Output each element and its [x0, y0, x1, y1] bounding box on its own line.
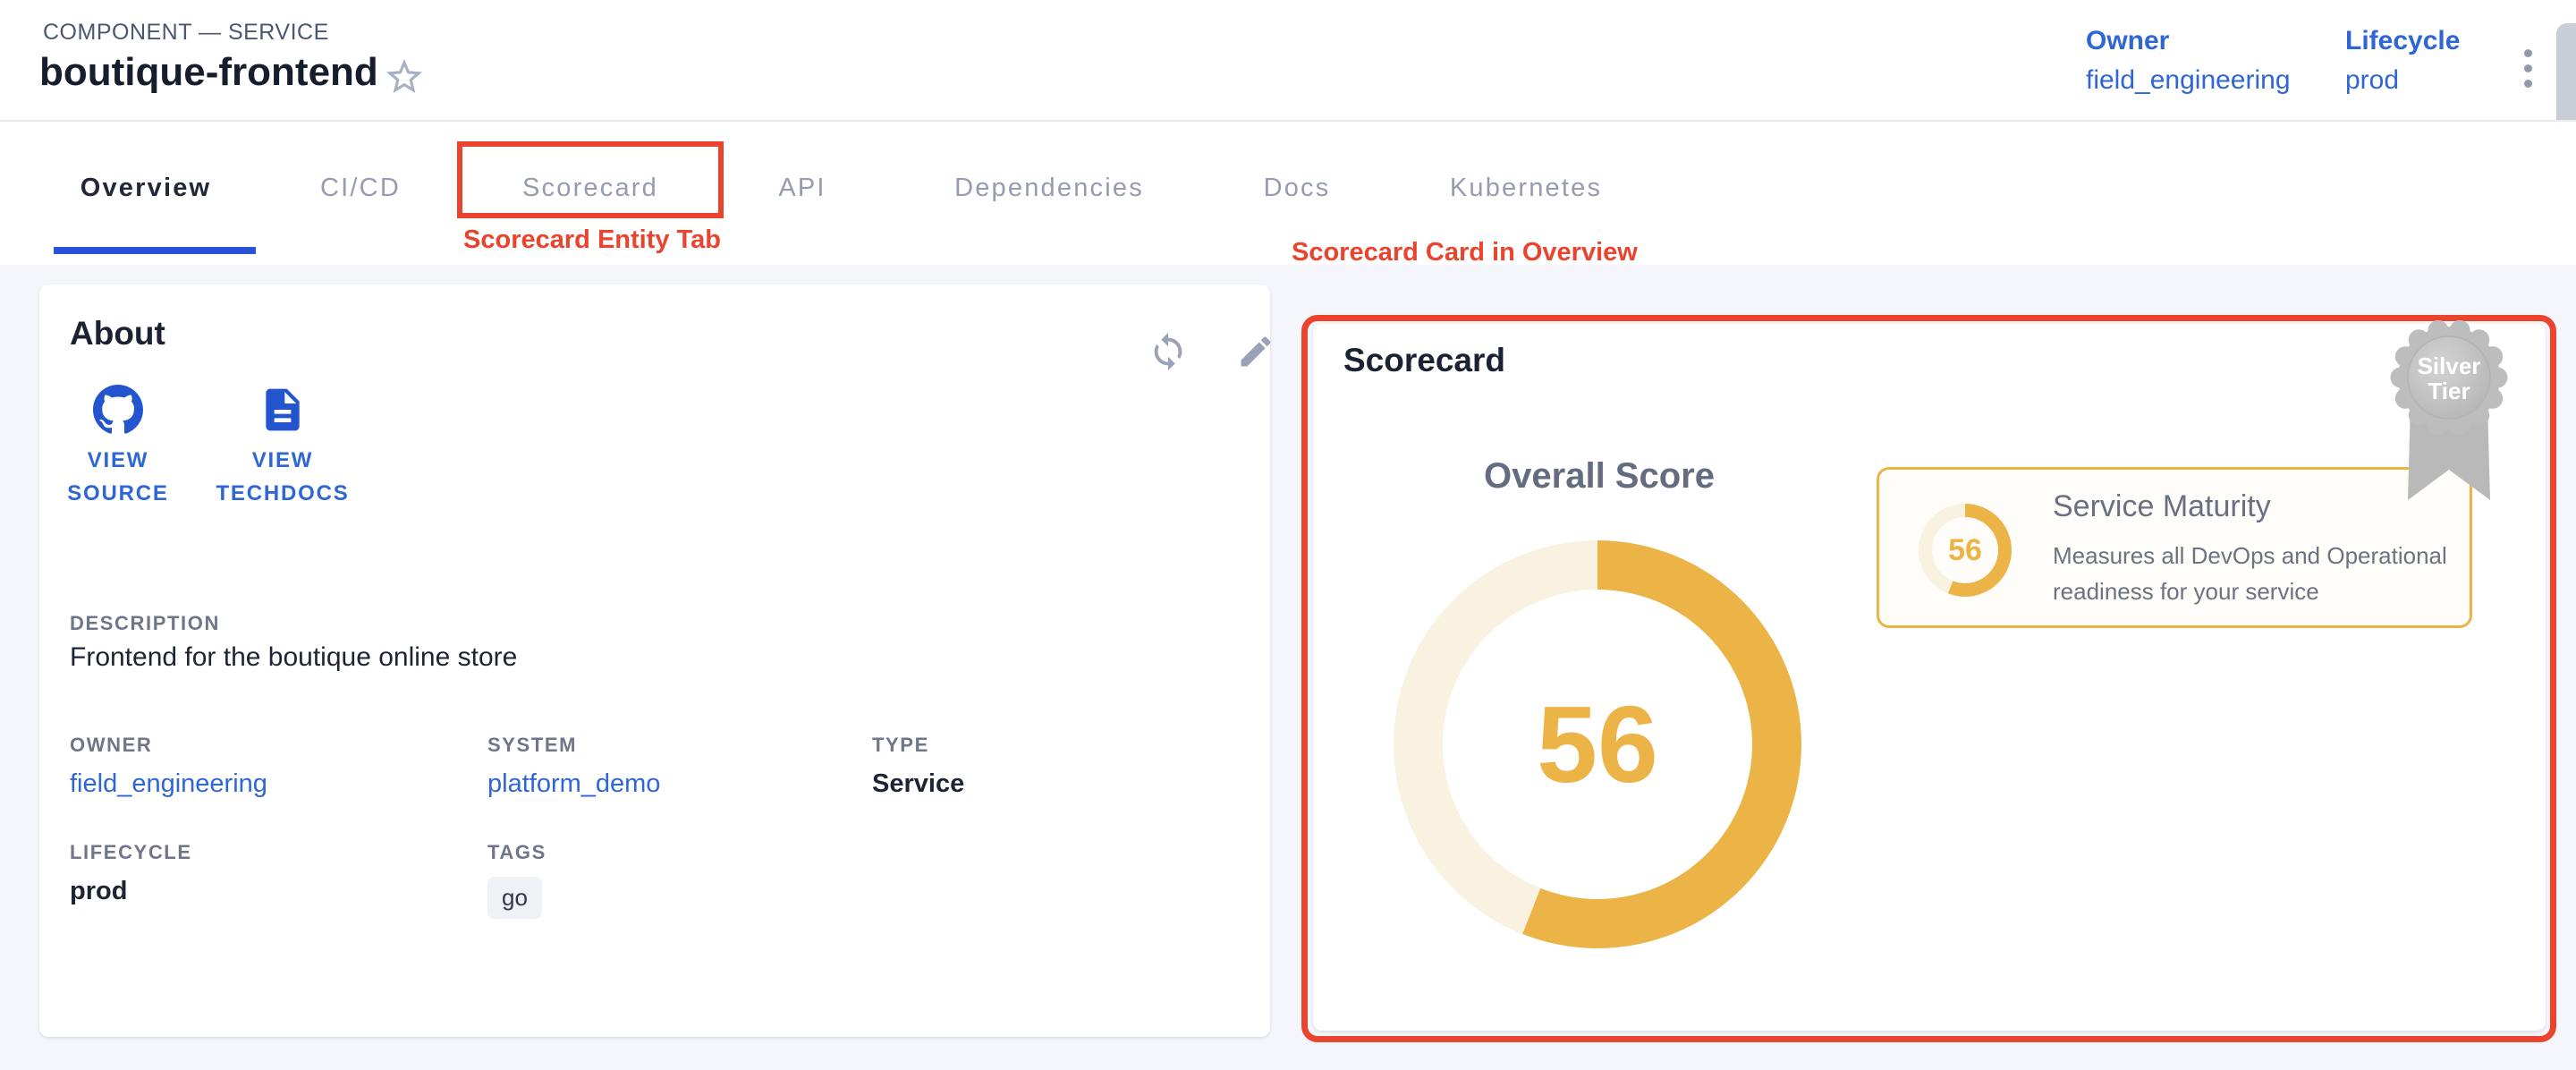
- page-title: boutique-frontend: [39, 50, 378, 94]
- favorite-star-button[interactable]: [383, 55, 426, 98]
- field-type: TYPE Service: [872, 734, 965, 798]
- scorecard-card-title: Scorecard: [1343, 342, 1505, 378]
- tab-docs[interactable]: Docs: [1263, 174, 1331, 202]
- badge-tier-line2: Tier: [2428, 378, 2470, 404]
- service-maturity-title: Service Maturity: [2053, 489, 2271, 523]
- github-icon: [93, 385, 143, 434]
- description-value: Frontend for the boutique online store: [70, 642, 518, 672]
- lifecycle-value-text: prod: [70, 877, 128, 905]
- tab-overview[interactable]: Overview: [80, 174, 212, 202]
- service-maturity-gauge: 56: [1919, 504, 2012, 597]
- breadcrumb: COMPONENT — SERVICE: [43, 20, 329, 45]
- edit-button[interactable]: [1234, 331, 1277, 374]
- type-value: Service: [872, 769, 965, 798]
- field-system: SYSTEM platform_demo: [487, 734, 661, 798]
- owner-label: Owner: [2086, 26, 2170, 55]
- tab-dependencies[interactable]: Dependencies: [954, 174, 1144, 202]
- lifecycle-value: prod: [2345, 65, 2400, 95]
- active-tab-indicator: [54, 247, 256, 254]
- field-tags: TAGS go: [487, 841, 547, 919]
- header-owner: Owner field_engineering: [2086, 21, 2291, 100]
- description-label: DESCRIPTION: [70, 612, 220, 634]
- refresh-button[interactable]: [1147, 331, 1190, 374]
- badge-tier-line1: Silver: [2418, 352, 2481, 379]
- lifecycle-label: Lifecycle: [2345, 26, 2461, 55]
- overall-score-value: 56: [1537, 684, 1658, 805]
- service-maturity-value: 56: [1948, 532, 1982, 567]
- view-source-label: VIEW SOURCE: [67, 448, 169, 505]
- field-lifecycle: LIFECYCLE prod: [70, 841, 192, 905]
- service-maturity-description: Measures all DevOps and Operational read…: [2053, 542, 2447, 605]
- overall-score-label: Overall Score: [1484, 456, 1715, 496]
- header-lifecycle: Lifecycle prod: [2345, 21, 2460, 100]
- scorecard-card: Scorecard Overall Score 56 56 Service Ma…: [1313, 319, 2546, 1031]
- more-options-button[interactable]: [2510, 39, 2546, 97]
- owner-value-link[interactable]: field_engineering: [70, 769, 267, 798]
- entity-tabs: Overview CI/CD Scorecard API Dependencie…: [0, 120, 2576, 265]
- system-value-link[interactable]: platform_demo: [487, 769, 661, 798]
- document-icon: [266, 388, 300, 431]
- field-owner: OWNER field_engineering: [70, 734, 267, 798]
- service-maturity-card[interactable]: 56 Service Maturity Measures all DevOps …: [1877, 467, 2472, 628]
- tab-cicd[interactable]: CI/CD: [320, 174, 401, 202]
- sync-icon: [1154, 332, 1182, 371]
- view-techdocs-label: VIEW TECHDOCS: [216, 448, 350, 505]
- page-header: COMPONENT — SERVICE boutique-frontend Ow…: [0, 0, 2576, 234]
- annotation-label-scorecard-tab: Scorecard Entity Tab: [463, 225, 721, 254]
- medal-face: [2407, 335, 2491, 420]
- star-icon: [386, 59, 422, 93]
- tab-scorecard[interactable]: Scorecard: [522, 174, 658, 202]
- overall-score-gauge: 56: [1394, 540, 1801, 948]
- tab-api[interactable]: API: [778, 174, 826, 202]
- view-source-link[interactable]: VIEW SOURCE: [57, 385, 179, 510]
- view-techdocs-link[interactable]: VIEW TECHDOCS: [204, 385, 361, 510]
- about-card-title: About: [70, 315, 165, 352]
- owner-link[interactable]: field_engineering: [2086, 65, 2291, 95]
- pencil-icon: [1241, 335, 1271, 366]
- annotation-label-scorecard-card: Scorecard Card in Overview: [1292, 238, 1638, 267]
- about-card: About VIEW SOURCE VIEW TECHDOCS DESCRIPT…: [39, 284, 1271, 1037]
- silver-tier-badge: Silver Tier: [2390, 319, 2508, 500]
- tag-chip[interactable]: go: [487, 877, 542, 919]
- kebab-icon: [2523, 48, 2532, 57]
- tab-kubernetes[interactable]: Kubernetes: [1449, 174, 1603, 202]
